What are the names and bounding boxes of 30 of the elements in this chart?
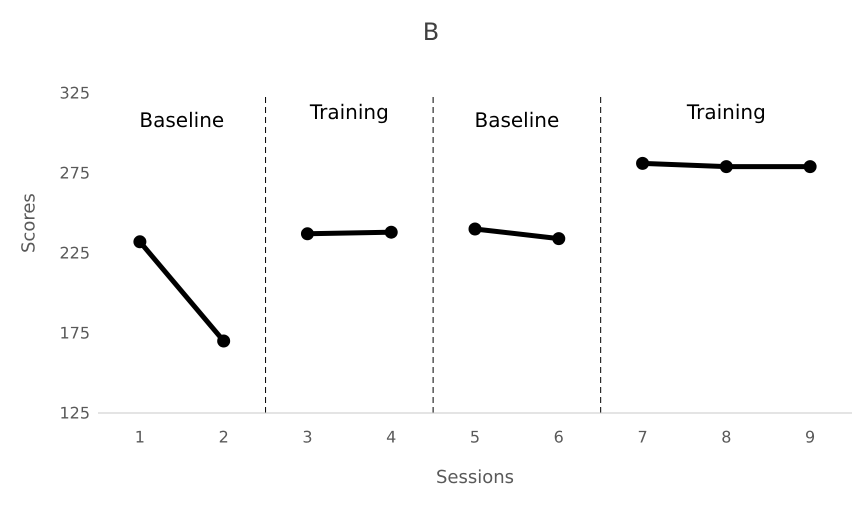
x-axis-title: Sessions: [436, 467, 514, 488]
x-tick-label: 4: [386, 427, 396, 446]
point: [468, 222, 482, 236]
y-tick-label: 225: [59, 244, 90, 263]
y-tick-label: 325: [59, 84, 90, 103]
point: [300, 227, 314, 240]
point: [720, 160, 733, 174]
x-tick-label: 6: [554, 427, 564, 446]
point: [804, 160, 817, 174]
x-tick-label: 3: [302, 427, 313, 446]
y-tick-label: 175: [59, 324, 90, 343]
y-tick-label: 275: [59, 164, 90, 183]
x-tick-label: 1: [134, 427, 145, 446]
x-tick-label: 9: [805, 427, 816, 446]
x-tick-label: 8: [721, 427, 732, 446]
point: [133, 235, 146, 248]
point: [636, 156, 650, 170]
chart-title: B: [422, 18, 440, 46]
x-tick-label: 5: [470, 427, 480, 446]
point: [384, 226, 398, 239]
point: [217, 334, 230, 348]
x-tick-label: 7: [637, 427, 648, 446]
y-axis-title: Scores: [18, 193, 40, 253]
annotation: Training: [308, 100, 389, 124]
annotation: Training: [686, 100, 766, 124]
annotation: Baseline: [139, 108, 224, 132]
x-tick-label: 2: [218, 427, 229, 446]
y-tick-label: 125: [59, 404, 90, 423]
point: [552, 232, 566, 246]
annotation: Baseline: [474, 108, 560, 132]
